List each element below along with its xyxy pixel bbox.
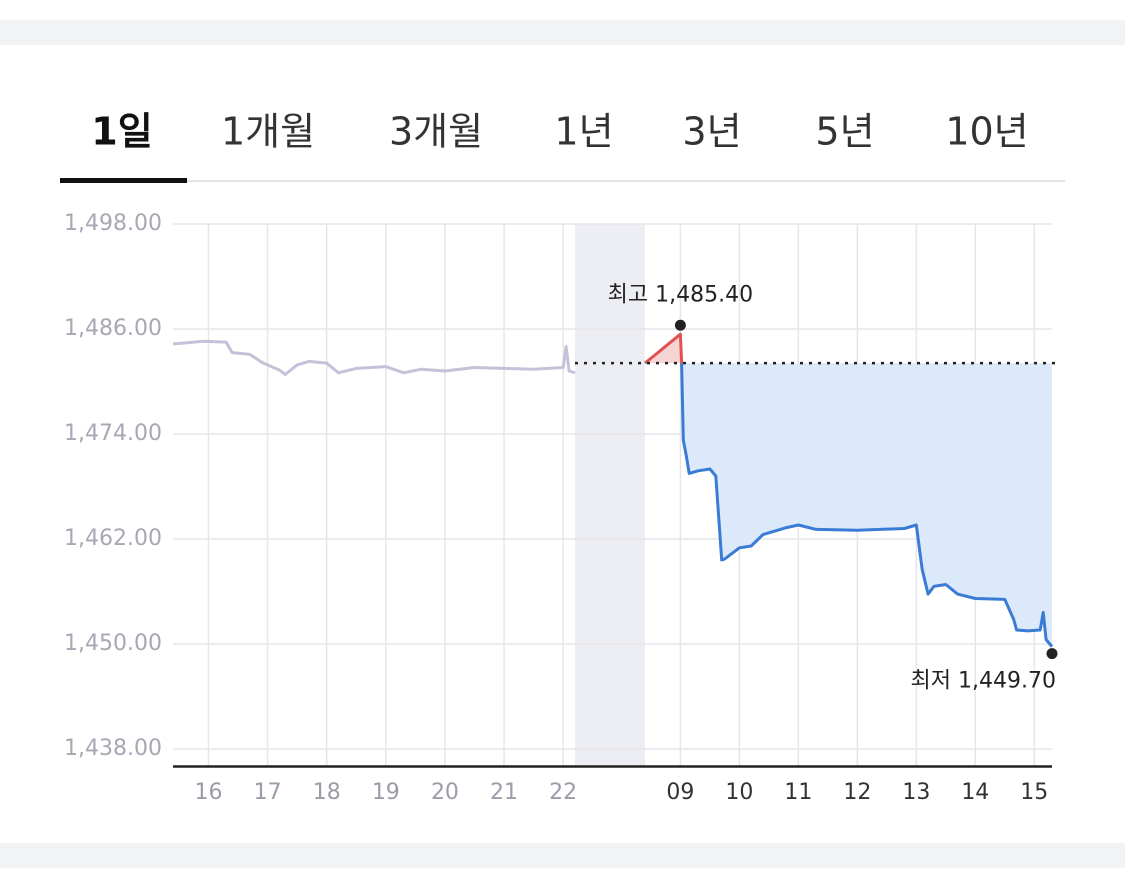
- annotation: 최고 1,485.40: [608, 282, 753, 307]
- x-tick-label: 11: [784, 780, 812, 805]
- y-tick-label: 1,474.00: [64, 421, 162, 446]
- gap-shade: [575, 224, 645, 767]
- x-tick-label: 13: [902, 780, 930, 805]
- x-tick-label: 19: [372, 780, 400, 805]
- top-band: [0, 20, 1125, 45]
- tab[interactable]: 10년: [945, 110, 1028, 154]
- tab[interactable]: 5년: [815, 110, 874, 154]
- x-tick-label: 20: [431, 780, 459, 805]
- x-tick-label: 17: [254, 780, 282, 805]
- x-tick-label: 21: [490, 780, 518, 805]
- extreme-marker: [1046, 648, 1058, 660]
- x-tick-label: 18: [313, 780, 341, 805]
- x-tick-label: 16: [194, 780, 222, 805]
- tab[interactable]: 3개월: [389, 110, 483, 154]
- y-tick-label: 1,438.00: [64, 736, 162, 761]
- annotation: 최저 1,449.70: [911, 669, 1056, 694]
- tab-indicator: [60, 178, 187, 183]
- y-tick-label: 1,462.00: [64, 526, 162, 551]
- x-tick-label: 10: [725, 780, 753, 805]
- extreme-marker: [674, 319, 686, 331]
- y-tick-label: 1,450.00: [64, 631, 162, 656]
- y-tick-label: 1,486.00: [64, 316, 162, 341]
- x-tick-label: 22: [549, 780, 577, 805]
- tab[interactable]: 3년: [682, 110, 741, 154]
- bottom-band: [0, 843, 1125, 868]
- tab[interactable]: 1일: [91, 110, 152, 154]
- y-tick-label: 1,498.00: [64, 211, 162, 236]
- area-down: [645, 363, 1052, 647]
- x-tick-label: 14: [961, 780, 989, 805]
- x-tick-label: 15: [1020, 780, 1048, 805]
- tab[interactable]: 1년: [554, 110, 613, 154]
- tab[interactable]: 1개월: [221, 110, 315, 154]
- line: [172, 339, 576, 376]
- x-tick-label: 12: [843, 780, 871, 805]
- line-down: [645, 363, 1054, 648]
- x-tick-label: 09: [666, 780, 694, 805]
